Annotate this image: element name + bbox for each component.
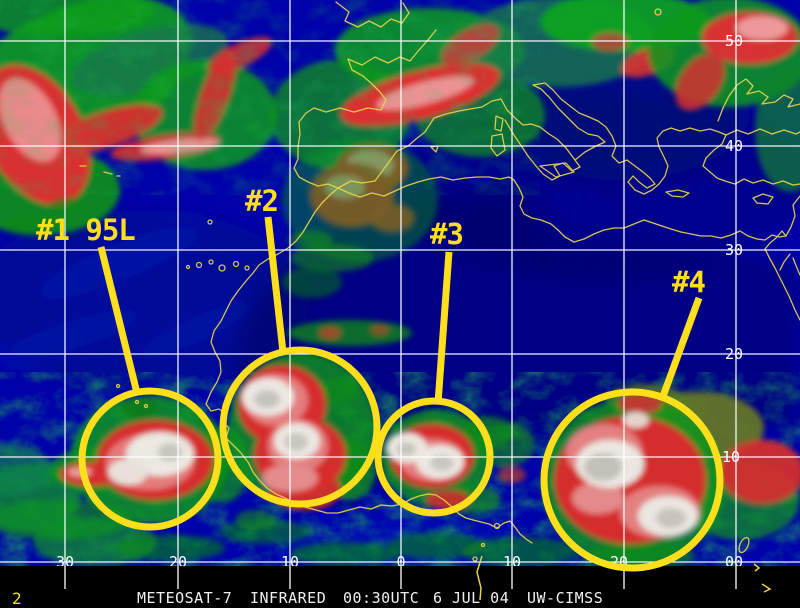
frame-number-label: 2 [12,589,22,608]
island-sicily [539,162,575,178]
lat-label-40: 40 [725,137,743,155]
footer-satellite-name: METEOSAT-7 [137,589,232,607]
annotation-4-leader-line [658,296,703,401]
lake-europe [654,8,662,16]
coast-england [335,1,410,28]
annotation-1-leader-line [97,246,141,394]
coast-channel [347,29,437,66]
annotation-3-leader-line [434,251,453,404]
stray-map-vectors [476,555,772,601]
coast-italy-west [500,98,581,181]
island-sao-tome [472,556,478,562]
grain-overlay [0,0,800,566]
lat-label-10: 10 [722,448,740,466]
footer-tick-marks [64,566,737,589]
annotation-4-circle [540,388,724,572]
grid-layer [0,0,800,566]
footer-bar: 2 METEOSAT-7 INFRARED 00:30UTC 6 JUL 04 … [0,566,800,608]
annotation-2-circle [219,346,381,508]
coast-france-iberia [293,58,502,189]
annotation-2-leader-line [264,216,287,353]
annotation-3-label: #3 [430,217,463,251]
coast-italy-adriatic [532,84,606,161]
lon-label-0: 0 [396,553,405,571]
coast-turkey [702,134,800,186]
coast-africa-atlantic [205,187,533,544]
annotation-1: #1 95L [36,213,222,531]
annotation-2-label: #2 [245,184,278,218]
lake-albert [738,536,750,554]
coast-black-sea-south [725,128,800,136]
coast-balkans-greece [532,82,727,195]
footer-time: 00:30UTC [343,589,419,607]
island-madeira [207,219,213,225]
footer-background [0,566,800,608]
islands-canary [185,259,250,272]
annotation-3: #3 [374,217,494,517]
annotation-1-circle [78,387,222,531]
annotation-layer: #1 95L #2 #3 #4 [36,184,772,601]
footer-credit: UW-CIMSS [527,589,603,607]
footer-channel: INFRARED [250,589,326,607]
islands-cape-verde [115,383,149,409]
lat-label-30: 30 [725,241,743,259]
coast-red-sea [764,248,800,321]
island-cyprus [752,193,774,205]
coast-africa-med [337,176,787,243]
annotation-4: #4 [540,265,724,572]
footer-date: 6 JUL 04 [433,589,509,607]
annotation-4-label: #4 [672,265,705,299]
island-bioko [493,522,501,530]
lat-label-20: 20 [725,345,743,363]
island-crete [665,189,690,198]
annotation-3-circle [374,397,494,517]
island-principe [480,542,486,548]
island-corsica [494,115,504,132]
annotation-2: #2 [219,184,381,508]
coast-black-sea-north [717,78,800,122]
islands-azores [79,165,121,177]
annotation-1-label: #1 95L [36,213,135,247]
lat-label-50: 50 [725,32,743,50]
coastline-layer [79,1,800,562]
